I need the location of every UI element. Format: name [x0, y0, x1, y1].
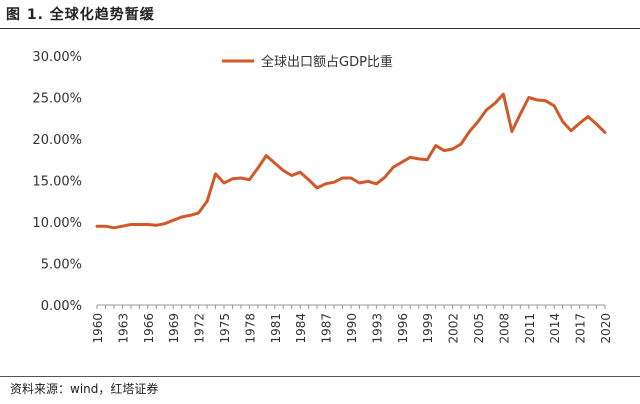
- x-tick-label: 1969: [167, 313, 181, 344]
- title-divider: [0, 28, 640, 29]
- series-line-export-share: [95, 92, 607, 230]
- legend-label: 全球出口额占GDP比重: [261, 54, 393, 70]
- x-tick-label: 1996: [396, 313, 410, 344]
- y-tick-label: 0.00%: [41, 299, 82, 314]
- line-chart: 0.00% 5.00% 10.00% 15.00% 20.00% 25.00% 30.00%…: [32, 50, 613, 344]
- x-tick-label: 1975: [218, 313, 232, 344]
- x-tick-label: 1978: [243, 313, 257, 344]
- y-tick-label: 30.00%: [32, 50, 82, 65]
- y-axis: 0.00% 5.00% 10.00% 15.00% 20.00% 25.00% 30.00%: [32, 50, 82, 314]
- x-tick-label: 1990: [345, 313, 359, 344]
- x-tick-label: 1993: [370, 313, 384, 344]
- y-tick-label: 15.00%: [32, 175, 82, 190]
- x-tick-label: 1972: [193, 313, 207, 344]
- figure-title: 图 1. 全球化趋势暂缓: [6, 7, 155, 23]
- x-tick-label: 2002: [447, 313, 461, 344]
- x-tick-label: 2014: [548, 313, 562, 344]
- source-label: 资料来源：: [10, 382, 71, 396]
- footer-divider: [0, 376, 640, 377]
- source-note: 资料来源：wind，红塔证券: [10, 380, 158, 397]
- x-axis: 1960 1963 1966 1969 1972 1975 1978 1981 1984 1987…: [91, 305, 613, 344]
- source-text: wind，红塔证券: [70, 382, 159, 396]
- x-tick-label: 2008: [497, 313, 511, 344]
- x-tick-label: 1999: [421, 313, 435, 344]
- x-tick-label: 2020: [599, 313, 613, 344]
- y-tick-label: 10.00%: [32, 216, 82, 231]
- x-tick-label: 1987: [320, 313, 334, 344]
- y-tick-label: 20.00%: [32, 133, 82, 148]
- legend: 全球出口额占GDP比重: [222, 54, 393, 70]
- x-tick-label: 2011: [523, 313, 537, 344]
- x-tick-label: 1981: [269, 313, 283, 344]
- y-tick-label: 25.00%: [32, 92, 82, 107]
- x-tick-label: 1960: [91, 313, 105, 344]
- x-tick-label: 1984: [294, 313, 308, 344]
- x-tick-label: 1963: [116, 313, 130, 344]
- x-tick-label: 2017: [574, 313, 588, 344]
- x-tick-label: 2005: [472, 313, 486, 344]
- y-tick-label: 5.00%: [41, 258, 82, 273]
- x-tick-label: 1966: [142, 313, 156, 344]
